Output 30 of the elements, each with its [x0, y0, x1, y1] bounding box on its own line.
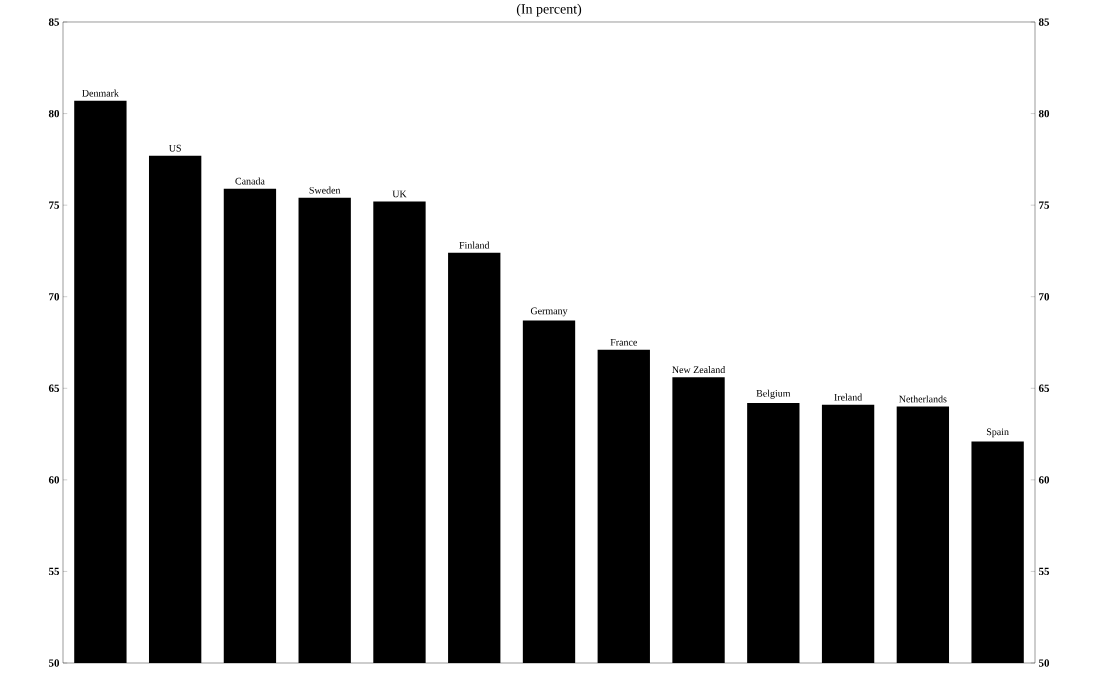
y2-tick-label: 60	[1038, 476, 1050, 484]
y-tick-label: 70	[49, 293, 60, 301]
x-tick-label: Denmark	[82, 89, 119, 97]
y-tick-label: 55	[48, 567, 60, 576]
y2-tick-label: 50	[1038, 659, 1050, 667]
x-tick-label: Sweden	[309, 186, 341, 194]
y-tick-label: 85	[48, 18, 60, 26]
x-tick-label: US	[168, 144, 181, 152]
y2-tick-label: 75	[1039, 201, 1050, 209]
y2-tick-label: 80	[1038, 109, 1050, 118]
x-tick-label: Canada	[235, 177, 265, 185]
y2-tick-label: 55	[1038, 567, 1050, 576]
y2-tick-label: 85	[1038, 18, 1050, 26]
x-tick-label: UK	[392, 190, 407, 198]
y-tick-label: 65	[48, 384, 60, 392]
y-tick-label: 60	[48, 476, 60, 484]
y-tick-label: 75	[49, 201, 60, 209]
y-tick-label: 50	[48, 659, 60, 667]
chart-title: (In percent)	[516, 3, 582, 17]
x-tick-label: Netherlands	[899, 395, 947, 403]
x-tick-label: Finland	[459, 241, 490, 249]
x-tick-label: Spain	[986, 428, 1009, 438]
x-tick-label: New Zealand	[672, 366, 726, 374]
y-tick-label: 80	[48, 109, 60, 118]
x-tick-label: Ireland	[834, 393, 863, 401]
x-tick-label: France	[610, 339, 637, 346]
y2-tick-label: 70	[1039, 293, 1050, 301]
x-tick-label: Germany	[530, 307, 568, 317]
x-tick-label: Belgium	[756, 389, 791, 399]
y2-tick-label: 65	[1038, 384, 1050, 392]
